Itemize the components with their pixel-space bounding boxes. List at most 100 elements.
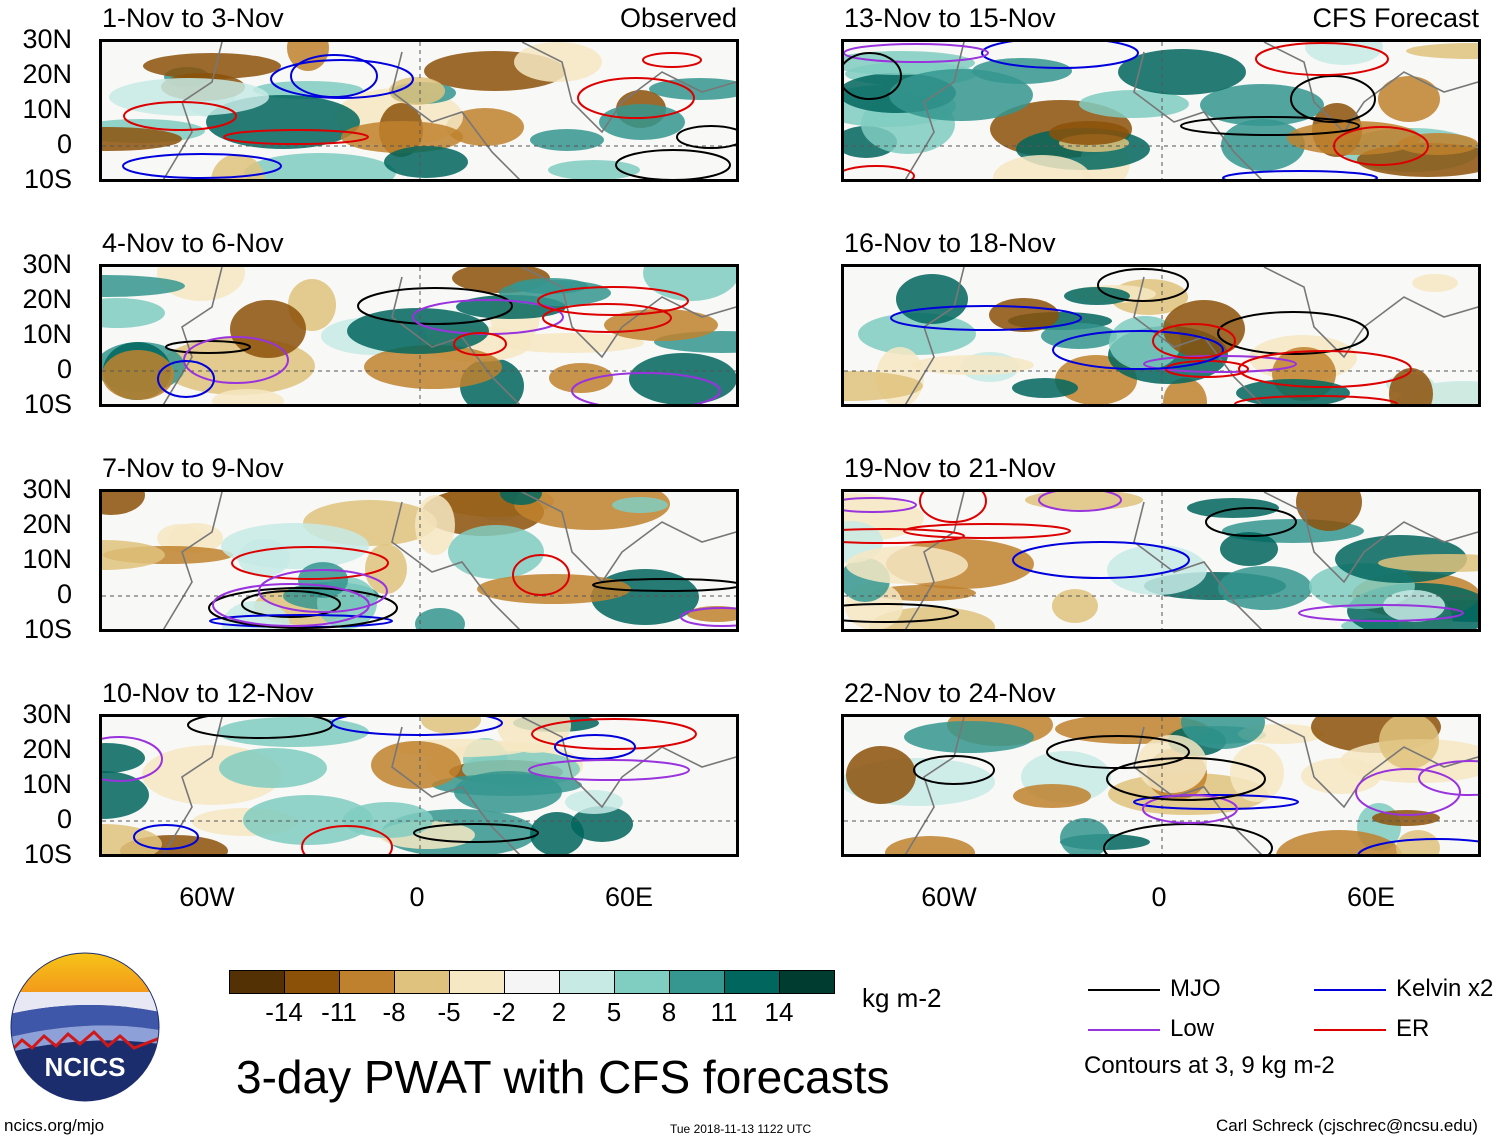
anomaly-shading: [643, 267, 736, 301]
anomaly-shading: [219, 748, 327, 788]
wave-contour: [890, 305, 1082, 331]
wave-contour: [357, 287, 513, 325]
wave-contour: [183, 336, 289, 384]
wave-contour: [1355, 768, 1461, 816]
panel-date-range: 1-Nov to 3-Nov: [102, 3, 284, 33]
latitude-label: 0: [56, 129, 72, 159]
latitude-label: 0: [56, 579, 72, 609]
anomaly-shading: [1052, 589, 1098, 623]
anomaly-shading: [1013, 784, 1091, 808]
longitude-label: 0: [409, 882, 425, 912]
wave-contour: [1238, 350, 1412, 388]
colorbar-tick-label: -11: [321, 997, 357, 1027]
anomaly-shading: [1378, 554, 1478, 572]
footer-timestamp: Tue 2018-11-13 1122 UTC: [670, 1122, 812, 1136]
wave-contour: [301, 825, 393, 854]
footer-url[interactable]: ncics.org/mjo: [4, 1116, 105, 1135]
wave-contour: [512, 554, 570, 596]
wave-contour: [1180, 116, 1360, 136]
latitude-label: 30N: [22, 699, 72, 729]
coastline: [162, 492, 736, 629]
wave-contour: [453, 332, 507, 356]
anomaly-shading: [143, 53, 281, 79]
anomaly-shading: [298, 562, 348, 598]
anomaly-shading: [1200, 84, 1324, 126]
wave-contour: [1152, 323, 1236, 359]
anomaly-shading: [1221, 119, 1305, 171]
wave-contour: [1234, 395, 1398, 404]
wave-contour: [270, 59, 414, 99]
pwat-anomaly-map: [844, 267, 1478, 404]
latitude-label: 20N: [22, 734, 72, 764]
wave-contour: [844, 528, 965, 544]
anomaly-shading: [102, 492, 145, 515]
anomaly-shading: [102, 298, 165, 328]
anomaly-shading: [889, 69, 1033, 121]
wave-contour: [1333, 126, 1429, 166]
panel-source-tag: CFS Forecast: [1312, 3, 1479, 33]
wave-contour: [223, 129, 369, 145]
wave-contour: [1106, 757, 1266, 801]
wave-contour: [903, 523, 1071, 539]
wave-contour: [844, 603, 959, 623]
colorbar-tick-label: 2: [551, 997, 567, 1027]
ncics-logo: NCICS: [10, 952, 160, 1102]
anomaly-shading: [1406, 43, 1478, 59]
colorbar-tick-label: -2: [492, 997, 516, 1027]
coastline: [904, 717, 1478, 854]
longitude-label: 60W: [179, 882, 235, 912]
anomaly-shading: [1287, 121, 1421, 155]
anomaly-shading: [1181, 717, 1265, 749]
wave-contour: [1133, 794, 1299, 810]
latitude-label: 20N: [22, 509, 72, 539]
latitude-label: 10N: [22, 319, 72, 349]
colorbar-swatch: [394, 970, 450, 994]
wave-contour: [981, 42, 1139, 69]
anomaly-shading: [1012, 378, 1078, 398]
pwat-anomaly-map: [844, 42, 1478, 179]
coastline: [162, 717, 736, 854]
wave-contour: [542, 303, 672, 333]
anomaly-shading: [169, 523, 223, 553]
latitude-label: 30N: [22, 24, 72, 54]
anomaly-shading: [244, 153, 396, 179]
coastline: [162, 267, 736, 404]
anomaly-shading: [1049, 121, 1129, 145]
anomaly-shading: [846, 546, 968, 584]
wave-contour: [123, 101, 237, 131]
wave-contour: [241, 590, 341, 618]
footer-credit: Carl Schreck (cjschrec@ncsu.edu): [1216, 1116, 1478, 1135]
anomaly-shading: [253, 81, 363, 99]
coastline: [904, 42, 1478, 179]
map-frame: [99, 714, 739, 857]
wave-contour: [1290, 75, 1376, 123]
wave-contour: [208, 587, 398, 629]
wave-contour: [290, 54, 378, 98]
wave-contour: [1357, 838, 1478, 854]
map-frame: [841, 264, 1481, 407]
anomaly-shading: [211, 154, 265, 179]
panel-date-range: 22-Nov to 24-Nov: [844, 678, 1056, 708]
latitude-label: 0: [56, 804, 72, 834]
panel-source-tag: Observed: [619, 3, 737, 33]
anomaly-shading: [1163, 378, 1207, 404]
anomaly-shading: [448, 525, 544, 579]
wave-contour: [844, 165, 915, 179]
anomaly-shading: [548, 160, 640, 179]
longitude-label: 60E: [1346, 882, 1396, 912]
anomaly-shading: [102, 350, 174, 400]
map-frame: [99, 489, 739, 632]
legend-line-swatch: [1088, 989, 1160, 991]
wave-contour: [676, 125, 736, 149]
wave-contour: [1205, 507, 1297, 537]
colorbar-swatch: [504, 970, 560, 994]
main-title: 3-day PWAT with CFS forecasts: [236, 1051, 890, 1103]
wave-contour: [577, 77, 695, 119]
anomaly-shading: [1220, 532, 1278, 566]
panel-date-range: 10-Nov to 12-Nov: [102, 678, 314, 708]
map-frame: [99, 39, 739, 182]
anomaly-shading: [904, 721, 1034, 753]
wave-contour: [537, 286, 689, 316]
colorbar-swatch: [284, 970, 340, 994]
wave-contour: [1255, 42, 1389, 76]
